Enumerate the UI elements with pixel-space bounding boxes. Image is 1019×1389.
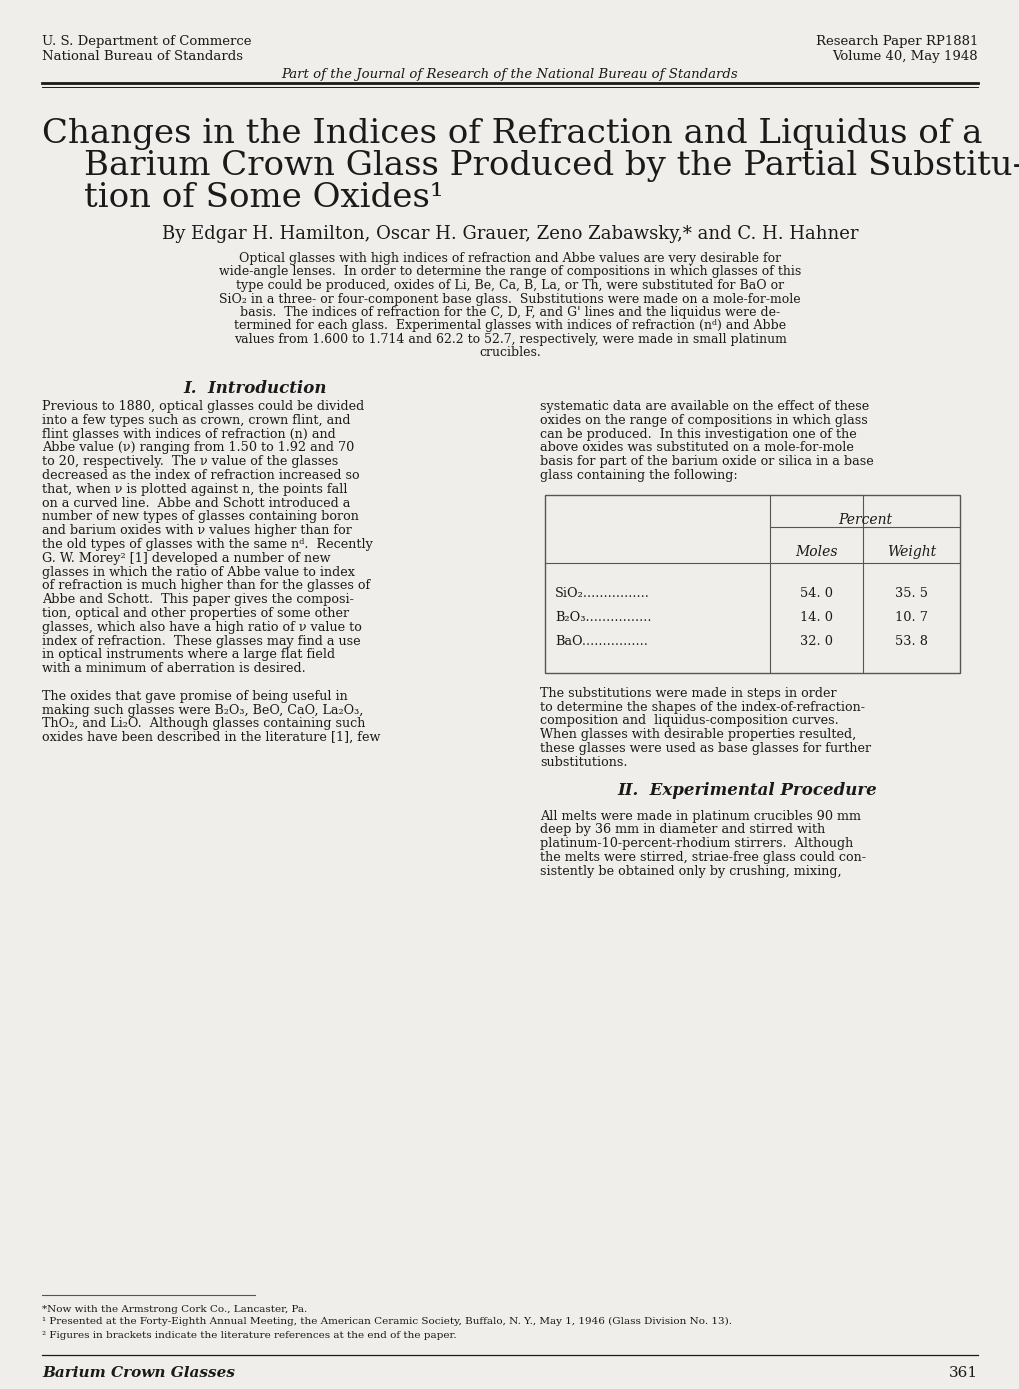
Text: Barium Crown Glass Produced by the Partial Substitu-: Barium Crown Glass Produced by the Parti… <box>84 150 1019 182</box>
Text: Percent: Percent <box>838 513 892 526</box>
Text: Previous to 1880, optical glasses could be divided: Previous to 1880, optical glasses could … <box>42 400 364 413</box>
Text: SiO₂ in a three- or four-component base glass.  Substitutions were made on a mol: SiO₂ in a three- or four-component base … <box>219 293 800 306</box>
Text: decreased as the index of refraction increased so: decreased as the index of refraction inc… <box>42 469 360 482</box>
Text: 14. 0: 14. 0 <box>799 611 833 624</box>
Text: can be produced.  In this investigation one of the: can be produced. In this investigation o… <box>539 428 856 440</box>
Text: Weight: Weight <box>886 544 935 558</box>
Text: number of new types of glasses containing boron: number of new types of glasses containin… <box>42 510 359 524</box>
Text: of refraction is much higher than for the glasses of: of refraction is much higher than for th… <box>42 579 370 592</box>
Text: Moles: Moles <box>795 544 837 558</box>
Text: basis.  The indices of refraction for the C, D, F, and G' lines and the liquidus: basis. The indices of refraction for the… <box>239 306 780 319</box>
Text: Volume 40, May 1948: Volume 40, May 1948 <box>832 50 977 63</box>
Text: The substitutions were made in steps in order: The substitutions were made in steps in … <box>539 686 836 700</box>
Text: Part of the Journal of Research of the National Bureau of Standards: Part of the Journal of Research of the N… <box>281 68 738 81</box>
Text: making such glasses were B₂O₃, BeO, CaO, La₂O₃,: making such glasses were B₂O₃, BeO, CaO,… <box>42 704 363 717</box>
Text: Abbe and Schott.  This paper gives the composi-: Abbe and Schott. This paper gives the co… <box>42 593 354 606</box>
Text: BaO................: BaO................ <box>554 635 647 647</box>
Text: The oxides that gave promise of being useful in: The oxides that gave promise of being us… <box>42 690 347 703</box>
Text: sistently be obtained only by crushing, mixing,: sistently be obtained only by crushing, … <box>539 865 841 878</box>
Text: 53. 8: 53. 8 <box>894 635 927 647</box>
Text: *Now with the Armstrong Cork Co., Lancaster, Pa.: *Now with the Armstrong Cork Co., Lancas… <box>42 1306 307 1314</box>
Text: oxides have been described in the literature [1], few: oxides have been described in the litera… <box>42 731 380 745</box>
Text: National Bureau of Standards: National Bureau of Standards <box>42 50 243 63</box>
Text: ThO₂, and Li₂O.  Although glasses containing such: ThO₂, and Li₂O. Although glasses contain… <box>42 717 365 731</box>
Text: into a few types such as crown, crown flint, and: into a few types such as crown, crown fl… <box>42 414 351 426</box>
Bar <box>544 494 959 672</box>
Text: glasses, which also have a high ratio of ν value to: glasses, which also have a high ratio of… <box>42 621 362 633</box>
Text: systematic data are available on the effect of these: systematic data are available on the eff… <box>539 400 868 413</box>
Text: in optical instruments where a large flat field: in optical instruments where a large fla… <box>42 649 335 661</box>
Text: basis for part of the barium oxide or silica in a base: basis for part of the barium oxide or si… <box>539 456 873 468</box>
Text: Barium Crown Glasses: Barium Crown Glasses <box>42 1365 234 1381</box>
Text: tion of Some Oxides¹: tion of Some Oxides¹ <box>84 182 443 214</box>
Text: wide-angle lenses.  In order to determine the range of compositions in which gla: wide-angle lenses. In order to determine… <box>219 265 800 279</box>
Text: 361: 361 <box>948 1365 977 1381</box>
Text: By Edgar H. Hamilton, Oscar H. Grauer, Zeno Zabawsky,* and C. H. Hahner: By Edgar H. Hamilton, Oscar H. Grauer, Z… <box>162 225 857 243</box>
Text: the melts were stirred, striae-free glass could con-: the melts were stirred, striae-free glas… <box>539 851 865 864</box>
Text: Abbe value (ν) ranging from 1.50 to 1.92 and 70: Abbe value (ν) ranging from 1.50 to 1.92… <box>42 442 354 454</box>
Text: Research Paper RP1881: Research Paper RP1881 <box>815 35 977 49</box>
Text: I.  Introduction: I. Introduction <box>183 381 326 397</box>
Text: When glasses with desirable properties resulted,: When glasses with desirable properties r… <box>539 728 855 742</box>
Text: flint glasses with indices of refraction (n) and: flint glasses with indices of refraction… <box>42 428 335 440</box>
Text: the old types of glasses with the same nᵈ.  Recently: the old types of glasses with the same n… <box>42 538 373 551</box>
Text: B₂O₃................: B₂O₃................ <box>554 611 651 624</box>
Text: Optical glasses with high indices of refraction and Abbe values are very desirab: Optical glasses with high indices of ref… <box>238 251 781 265</box>
Text: these glasses were used as base glasses for further: these glasses were used as base glasses … <box>539 742 870 756</box>
Text: platinum-10-percent-rhodium stirrers.  Although: platinum-10-percent-rhodium stirrers. Al… <box>539 838 853 850</box>
Text: All melts were made in platinum crucibles 90 mm: All melts were made in platinum crucible… <box>539 810 860 822</box>
Text: ² Figures in brackets indicate the literature references at the end of the paper: ² Figures in brackets indicate the liter… <box>42 1331 457 1340</box>
Text: glasses in which the ratio of Abbe value to index: glasses in which the ratio of Abbe value… <box>42 565 355 579</box>
Text: ¹ Presented at the Forty-Eighth Annual Meeting, the American Ceramic Society, Bu: ¹ Presented at the Forty-Eighth Annual M… <box>42 1317 732 1326</box>
Text: on a curved line.  Abbe and Schott introduced a: on a curved line. Abbe and Schott introd… <box>42 497 351 510</box>
Text: deep by 36 mm in diameter and stirred with: deep by 36 mm in diameter and stirred wi… <box>539 824 824 836</box>
Text: tion, optical and other properties of some other: tion, optical and other properties of so… <box>42 607 348 619</box>
Text: index of refraction.  These glasses may find a use: index of refraction. These glasses may f… <box>42 635 361 647</box>
Text: U. S. Department of Commerce: U. S. Department of Commerce <box>42 35 252 49</box>
Text: G. W. Morey² [1] developed a number of new: G. W. Morey² [1] developed a number of n… <box>42 551 330 565</box>
Text: values from 1.600 to 1.714 and 62.2 to 52.7, respectively, were made in small pl: values from 1.600 to 1.714 and 62.2 to 5… <box>233 333 786 346</box>
Text: oxides on the range of compositions in which glass: oxides on the range of compositions in w… <box>539 414 867 426</box>
Text: SiO₂................: SiO₂................ <box>554 586 649 600</box>
Text: with a minimum of aberration is desired.: with a minimum of aberration is desired. <box>42 663 306 675</box>
Text: above oxides was substituted on a mole-for-mole: above oxides was substituted on a mole-f… <box>539 442 853 454</box>
Text: crucibles.: crucibles. <box>479 346 540 360</box>
Text: 35. 5: 35. 5 <box>894 586 927 600</box>
Text: Changes in the Indices of Refraction and Liquidus of a: Changes in the Indices of Refraction and… <box>42 118 981 150</box>
Text: substitutions.: substitutions. <box>539 756 627 768</box>
Text: and barium oxides with ν values higher than for: and barium oxides with ν values higher t… <box>42 524 352 538</box>
Text: that, when ν is plotted against n, the points fall: that, when ν is plotted against n, the p… <box>42 483 347 496</box>
Text: type could be produced, oxides of Li, Be, Ca, B, La, or Th, were substituted for: type could be produced, oxides of Li, Be… <box>235 279 784 292</box>
Text: to 20, respectively.  The ν value of the glasses: to 20, respectively. The ν value of the … <box>42 456 338 468</box>
Text: composition and  liquidus-composition curves.: composition and liquidus-composition cur… <box>539 714 838 728</box>
Text: to determine the shapes of the index-of-refraction-: to determine the shapes of the index-of-… <box>539 700 864 714</box>
Text: 32. 0: 32. 0 <box>799 635 833 647</box>
Text: termined for each glass.  Experimental glasses with indices of refraction (nᵈ) a: termined for each glass. Experimental gl… <box>233 319 786 332</box>
Text: glass containing the following:: glass containing the following: <box>539 469 737 482</box>
Text: 10. 7: 10. 7 <box>894 611 927 624</box>
Text: II.  Experimental Procedure: II. Experimental Procedure <box>616 782 876 799</box>
Text: 54. 0: 54. 0 <box>799 586 833 600</box>
